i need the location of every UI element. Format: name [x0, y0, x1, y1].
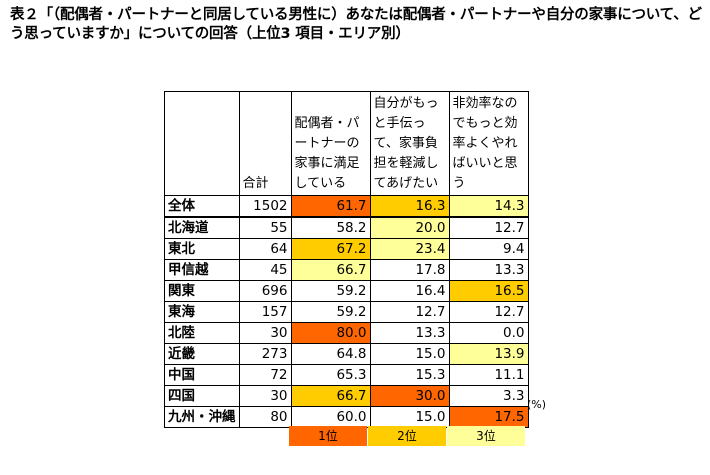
help-more-cell: 15.0	[369, 406, 450, 428]
header-area	[164, 91, 240, 196]
help-more-cell: 23.4	[369, 238, 450, 260]
table-row: 東海 157 59.2 12.7 12.7	[164, 301, 529, 323]
help-more-cell: 17.8	[369, 259, 450, 281]
help-more-cell: 12.7	[369, 301, 450, 323]
legend-rank-1: 1位	[289, 426, 367, 446]
header-row: 合計 配偶者・パートナーの家事に満足している 自分がもっと手伝って、家事負担を軽…	[164, 91, 529, 196]
table-row: 北海道 55 58.2 20.0 12.7	[164, 216, 529, 239]
total-cell: 273	[238, 343, 292, 365]
legend-rank-2: 2位	[368, 426, 446, 446]
table-row: 東北 64 67.2 23.4 9.4	[164, 238, 529, 260]
help-more-cell: 30.0	[369, 385, 450, 407]
satisfied-cell: 58.2	[290, 216, 371, 239]
header-total: 合計	[238, 91, 292, 196]
area-cell: 甲信越	[164, 259, 240, 281]
header-inefficient: 非効率なのでもっと効率よくやればいいと思う	[448, 91, 529, 196]
satisfied-cell: 66.7	[290, 259, 371, 281]
area-cell: 四国	[164, 385, 240, 407]
inefficient-cell: 13.3	[448, 259, 529, 281]
inefficient-cell: 13.9	[448, 343, 529, 365]
total-cell: 30	[238, 322, 292, 344]
table-row: 近畿 273 64.8 15.0 13.9	[164, 343, 529, 365]
area-cell: 九州・沖縄	[164, 406, 240, 428]
table-row: 全体 1502 61.7 16.3 14.3	[164, 195, 529, 218]
satisfied-cell: 80.0	[290, 322, 371, 344]
inefficient-cell: 9.4	[448, 238, 529, 260]
area-cell: 近畿	[164, 343, 240, 365]
total-cell: 72	[238, 364, 292, 386]
header-help-more: 自分がもっと手伝って、家事負担を軽減してあげたい	[369, 91, 450, 196]
satisfied-cell: 64.8	[290, 343, 371, 365]
unit-label: (%)	[527, 398, 547, 411]
help-more-cell: 15.0	[369, 343, 450, 365]
inefficient-cell: 3.3	[448, 385, 529, 407]
help-more-cell: 13.3	[369, 322, 450, 344]
help-more-cell: 20.0	[369, 216, 450, 239]
area-cell: 中国	[164, 364, 240, 386]
area-cell: 東北	[164, 238, 240, 260]
table-row: 九州・沖縄 80 60.0 15.0 17.5	[164, 406, 529, 428]
help-more-cell: 16.4	[369, 280, 450, 302]
satisfied-cell: 60.0	[290, 406, 371, 428]
inefficient-cell: 12.7	[448, 301, 529, 323]
legend-rank-3: 3位	[447, 426, 525, 446]
area-cell: 北陸	[164, 322, 240, 344]
help-more-cell: 16.3	[369, 195, 450, 218]
total-cell: 696	[238, 280, 292, 302]
area-cell: 全体	[164, 195, 240, 218]
satisfied-cell: 65.3	[290, 364, 371, 386]
table-row: 四国 30 66.7 30.0 3.3	[164, 385, 529, 407]
inefficient-cell: 14.3	[448, 195, 529, 218]
total-cell: 45	[238, 259, 292, 281]
inefficient-cell: 12.7	[448, 216, 529, 239]
satisfied-cell: 67.2	[290, 238, 371, 260]
total-cell: 80	[238, 406, 292, 428]
table-row: 甲信越 45 66.7 17.8 13.3	[164, 259, 529, 281]
satisfied-cell: 61.7	[290, 195, 371, 218]
area-cell: 東海	[164, 301, 240, 323]
table-row: 中国 72 65.3 15.3 11.1	[164, 364, 529, 386]
inefficient-cell: 16.5	[448, 280, 529, 302]
satisfied-cell: 59.2	[290, 280, 371, 302]
total-cell: 157	[238, 301, 292, 323]
results-table: 合計 配偶者・パートナーの家事に満足している 自分がもっと手伝って、家事負担を軽…	[164, 91, 529, 428]
inefficient-cell: 17.5	[448, 406, 529, 428]
satisfied-cell: 59.2	[290, 301, 371, 323]
table-title: 表２「（配偶者・パートナーと同居している男性に）あなたは配偶者・パートナーや自分…	[10, 7, 702, 42]
inefficient-cell: 11.1	[448, 364, 529, 386]
total-cell: 30	[238, 385, 292, 407]
area-cell: 関東	[164, 280, 240, 302]
total-cell: 64	[238, 238, 292, 260]
total-cell: 55	[238, 216, 292, 239]
table-row: 関東 696 59.2 16.4 16.5	[164, 280, 529, 302]
area-cell: 北海道	[164, 216, 240, 239]
inefficient-cell: 0.0	[448, 322, 529, 344]
satisfied-cell: 66.7	[290, 385, 371, 407]
total-cell: 1502	[238, 195, 292, 218]
table-row: 北陸 30 80.0 13.3 0.0	[164, 322, 529, 344]
header-satisfied: 配偶者・パートナーの家事に満足している	[290, 91, 371, 196]
help-more-cell: 15.3	[369, 364, 450, 386]
